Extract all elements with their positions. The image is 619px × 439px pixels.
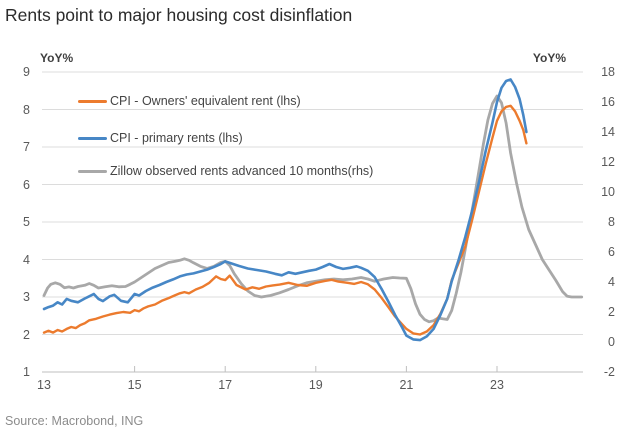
series-line-primary-rents (42, 78, 528, 342)
legend-item-oer: CPI - Owners' equivalent rent (lhs) (78, 93, 301, 109)
left-axis-tick-label: 3 (23, 290, 30, 304)
left-axis-tick-label: 8 (23, 102, 30, 117)
right-axis-tick-label: 12 (601, 155, 615, 169)
page-title: Rents point to major housing cost disinf… (5, 5, 353, 25)
legend-label: CPI - Owners' equivalent rent (lhs) (110, 94, 301, 108)
left-axis-tick-label: 1 (23, 365, 30, 379)
series-line-zillow (42, 94, 584, 324)
x-axis-tick-label: 19 (308, 378, 323, 392)
right-axis-tick-label: -2 (603, 365, 615, 379)
left-axis-tick-label: 7 (23, 140, 30, 154)
legend-swatch-orange (78, 99, 107, 103)
right-axis-tick-label: 18 (601, 65, 615, 79)
right-axis-tick-label: 14 (601, 125, 615, 139)
legend-swatch-blue (78, 136, 107, 140)
legend-swatch-gray (78, 169, 107, 173)
right-axis-tick-label: 2 (608, 305, 615, 319)
x-axis-tick-label: 15 (127, 378, 142, 392)
right-axis-tick-label: 8 (608, 215, 615, 229)
legend-label: Zillow observed rents advanced 10 months… (110, 164, 374, 178)
right-axis-tick-label: 6 (608, 245, 615, 259)
right-axis-tick-label: 4 (608, 275, 615, 289)
x-axis-tick-label: 21 (399, 378, 414, 392)
x-axis-tick-label: 13 (37, 378, 51, 392)
x-axis-tick-label: 17 (218, 378, 233, 392)
source-note: Source: Macrobond, ING (5, 414, 144, 428)
right-axis-tick-label: 10 (601, 185, 615, 199)
left-axis-tick-label: 2 (23, 327, 30, 342)
legend-item-primary-rents: CPI - primary rents (lhs) (78, 130, 243, 146)
legend-label: CPI - primary rents (lhs) (110, 131, 243, 145)
left-axis-tick-label: 4 (23, 252, 30, 267)
left-axis-tick-label: 6 (23, 177, 30, 192)
right-axis-tick-label: 0 (608, 335, 615, 349)
left-axis-tick-label: 5 (23, 215, 30, 229)
legend-item-zillow: Zillow observed rents advanced 10 months… (78, 163, 373, 179)
left-axis-tick-label: 9 (23, 65, 30, 79)
left-axis-unit-label: YoY% (40, 51, 74, 65)
x-axis-tick-label: 23 (490, 378, 504, 392)
right-axis-tick-label: 16 (601, 95, 615, 109)
right-axis-unit-label: YoY% (532, 51, 566, 65)
